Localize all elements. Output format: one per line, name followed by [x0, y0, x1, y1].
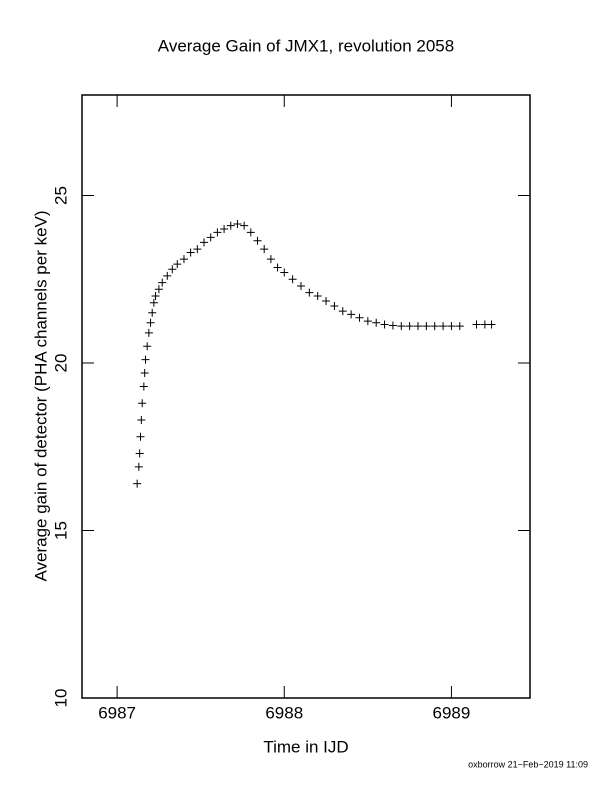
point: [136, 432, 145, 441]
point: [288, 275, 297, 284]
point: [140, 369, 149, 378]
point: [305, 288, 314, 297]
point: [430, 322, 439, 331]
point: [226, 221, 235, 230]
point: [143, 342, 152, 351]
point: [414, 322, 422, 331]
y-axis-label: Average gain of detector (PHA channels p…: [31, 210, 50, 581]
point: [213, 228, 222, 237]
y-tick-label: 10: [51, 689, 70, 708]
point: [388, 321, 397, 330]
plot-frame: [81, 94, 531, 699]
point: [206, 233, 215, 242]
point: [330, 302, 339, 311]
point: [135, 449, 144, 458]
chart-title: Average Gain of JMX1, revolution 2058: [158, 36, 454, 55]
point: [422, 322, 431, 331]
point: [447, 322, 456, 331]
point: [455, 322, 464, 331]
point: [338, 307, 347, 316]
y-tick-label: 25: [51, 186, 70, 205]
point: [487, 320, 496, 329]
point: [146, 318, 155, 327]
point: [240, 221, 249, 230]
point: [405, 322, 414, 331]
point: [355, 313, 364, 322]
point: [163, 271, 172, 280]
point: [313, 292, 322, 300]
point: [253, 236, 262, 245]
point: [260, 245, 269, 254]
point: [151, 292, 160, 300]
point: [246, 228, 255, 237]
x-tick-label: 6989: [433, 703, 471, 722]
point: [220, 225, 229, 233]
point: [149, 298, 158, 307]
point: [273, 263, 282, 272]
x-axis-label: Time in IJD: [263, 737, 348, 756]
point: [168, 265, 177, 274]
point: [280, 268, 289, 277]
point: [154, 285, 163, 294]
point: [439, 322, 448, 331]
point: [347, 310, 356, 319]
point: [380, 320, 389, 329]
point: [173, 260, 182, 269]
point: [193, 245, 202, 254]
point: [158, 278, 167, 287]
point: [133, 479, 142, 488]
point: [179, 255, 188, 264]
footer: oxborrow 21−Feb−2019 11:09: [468, 759, 588, 769]
x-tick-label: 6987: [98, 703, 136, 722]
point: [233, 219, 242, 228]
point: [139, 382, 148, 391]
y-tick-label: 15: [51, 521, 70, 540]
point: [363, 317, 372, 326]
point: [134, 462, 143, 471]
point: [138, 399, 147, 408]
point: [372, 318, 381, 327]
point: [397, 322, 406, 331]
point: [266, 255, 275, 264]
point: [472, 320, 481, 329]
point: [480, 320, 489, 329]
y-tick-label: 20: [51, 354, 70, 373]
point: [200, 238, 209, 247]
point: [296, 281, 305, 290]
point: [141, 355, 150, 364]
point: [148, 308, 157, 317]
point: [137, 415, 146, 424]
point: [144, 328, 153, 337]
x-tick-label: 6988: [265, 703, 303, 722]
point: [186, 248, 195, 257]
point: [322, 297, 331, 306]
